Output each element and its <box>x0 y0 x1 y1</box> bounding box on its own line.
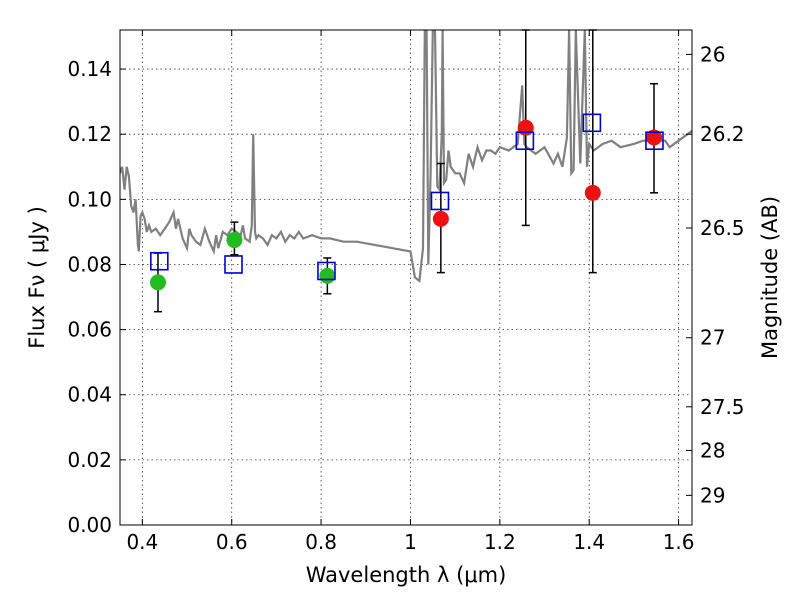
mag-tick-label: 26 <box>700 42 725 66</box>
x-tick-label: 1.6 <box>663 530 695 554</box>
mag-tick-label: 29 <box>700 483 725 507</box>
y-tick-label: 0.02 <box>67 448 112 472</box>
y-axis-label: Flux Fν ( μJy ) <box>25 206 49 349</box>
x-tick-label: 0.8 <box>305 530 337 554</box>
x-tick-label: 1.4 <box>573 530 605 554</box>
mag-tick-label: 27.5 <box>700 395 745 419</box>
x-tick-label: 0.6 <box>216 530 248 554</box>
y-tick-label: 0.14 <box>67 57 112 81</box>
model-point <box>150 251 169 271</box>
photometry-points <box>149 29 664 313</box>
y-tick-label: 0.06 <box>67 318 112 342</box>
model-point <box>582 113 602 133</box>
x-tick-label: 1 <box>404 530 417 554</box>
x-axis-label: Wavelength λ (μm) <box>306 563 507 587</box>
y-tick-label: 0.10 <box>67 187 112 211</box>
mag-tick-label: 26.2 <box>700 122 745 146</box>
model-point <box>224 255 243 274</box>
y2-axis-label: Magnitude (AB) <box>758 196 782 359</box>
data-point <box>584 184 601 201</box>
data-point <box>319 267 336 284</box>
x-tick-label: 1.2 <box>484 530 516 554</box>
grid-lines <box>120 30 692 525</box>
y-tick-label: 0.00 <box>67 513 112 537</box>
data-point <box>149 274 166 291</box>
model-point <box>430 191 450 211</box>
x-tick-label: 0.4 <box>126 530 158 554</box>
mag-tick-label: 27 <box>700 326 725 350</box>
model-spectrum <box>120 30 692 283</box>
spectrum-line <box>120 30 692 283</box>
model-point <box>645 131 664 151</box>
data-point <box>226 232 243 249</box>
mag-tick-label: 26.5 <box>700 216 745 240</box>
data-point <box>646 129 663 146</box>
mag-tick-label: 28 <box>700 438 725 462</box>
model-point <box>515 131 535 151</box>
model-point <box>317 261 336 281</box>
y-tick-label: 0.04 <box>67 383 112 407</box>
y-tick-label: 0.12 <box>67 122 112 146</box>
axis-ticks: 0.4 0.6 0.8 1 1.2 1.4 1.6 0.00 0.02 0.04 0.06 0.08 0… <box>67 30 745 554</box>
y-tick-label: 0.08 <box>67 252 112 276</box>
data-point <box>517 119 534 136</box>
data-point <box>432 210 449 227</box>
plot-frame <box>119 29 693 526</box>
